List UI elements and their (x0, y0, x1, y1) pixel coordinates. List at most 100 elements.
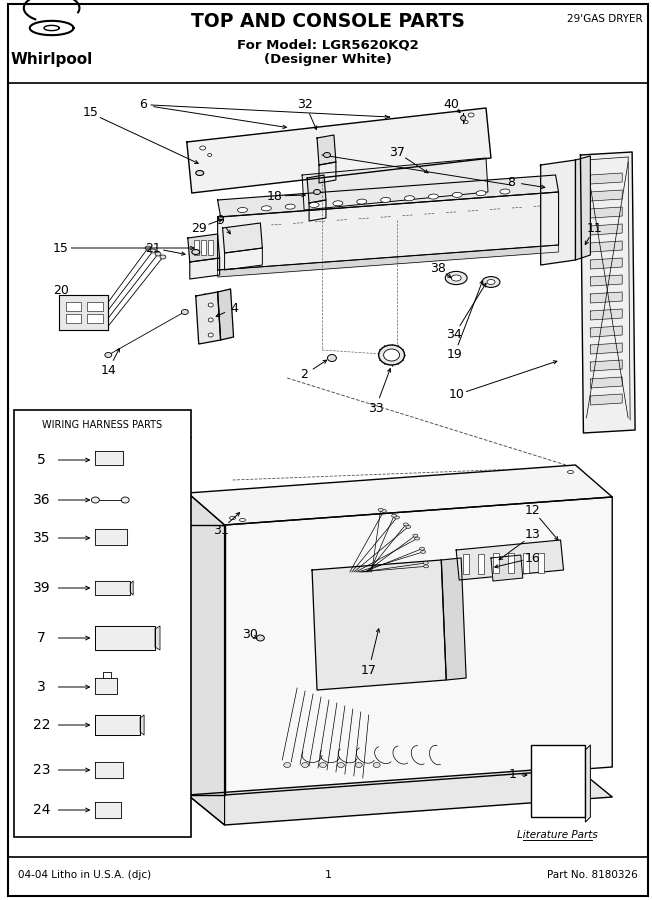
Text: 35: 35 (33, 531, 50, 545)
Polygon shape (590, 326, 622, 337)
Polygon shape (590, 377, 622, 388)
Polygon shape (590, 309, 622, 320)
Text: 23: 23 (33, 763, 50, 777)
Polygon shape (188, 767, 612, 825)
Ellipse shape (357, 199, 366, 204)
Ellipse shape (285, 204, 295, 209)
Text: 11: 11 (587, 221, 602, 235)
Ellipse shape (373, 762, 380, 768)
Polygon shape (140, 715, 144, 735)
Polygon shape (188, 493, 224, 825)
Text: 6: 6 (139, 98, 147, 112)
Text: 21: 21 (145, 241, 161, 255)
Ellipse shape (428, 194, 438, 199)
Text: 14: 14 (100, 364, 116, 376)
Ellipse shape (192, 249, 200, 255)
Text: 1: 1 (325, 870, 331, 880)
Text: 2: 2 (300, 368, 308, 382)
Text: 31: 31 (213, 524, 228, 536)
Text: 16: 16 (525, 552, 541, 564)
Ellipse shape (239, 518, 245, 521)
Polygon shape (590, 207, 622, 218)
Text: 04-04 Litho in U.S.A. (djc): 04-04 Litho in U.S.A. (djc) (18, 870, 151, 880)
Polygon shape (187, 108, 491, 193)
Polygon shape (441, 558, 466, 680)
Ellipse shape (121, 497, 129, 503)
Ellipse shape (424, 565, 428, 568)
Ellipse shape (383, 349, 400, 361)
Polygon shape (188, 525, 224, 795)
Bar (463, 554, 469, 574)
Ellipse shape (381, 509, 387, 512)
Ellipse shape (256, 635, 264, 641)
Text: 34: 34 (447, 328, 462, 341)
Text: 8: 8 (507, 176, 515, 188)
Ellipse shape (415, 537, 420, 540)
Polygon shape (590, 394, 622, 405)
Polygon shape (95, 581, 130, 595)
Polygon shape (224, 497, 612, 795)
Ellipse shape (482, 276, 500, 287)
Bar (87, 314, 103, 323)
Text: 19: 19 (447, 348, 462, 362)
Polygon shape (218, 289, 233, 340)
Ellipse shape (284, 762, 291, 768)
Polygon shape (580, 152, 635, 433)
Text: 10: 10 (448, 389, 464, 401)
Text: 24: 24 (33, 803, 50, 817)
Text: Part No. 8180326: Part No. 8180326 (547, 870, 638, 880)
Ellipse shape (150, 249, 156, 253)
Ellipse shape (337, 762, 344, 768)
Ellipse shape (196, 170, 203, 176)
Ellipse shape (309, 202, 319, 208)
Ellipse shape (567, 471, 574, 473)
Polygon shape (130, 581, 133, 595)
Ellipse shape (230, 517, 235, 519)
Ellipse shape (392, 514, 396, 518)
Text: 12: 12 (525, 503, 541, 517)
Ellipse shape (461, 115, 466, 121)
Polygon shape (590, 360, 622, 371)
Polygon shape (585, 745, 590, 822)
Polygon shape (95, 678, 117, 694)
Bar (208, 240, 213, 255)
Text: 5: 5 (37, 453, 46, 467)
Text: 36: 36 (33, 493, 50, 507)
Polygon shape (95, 802, 121, 818)
Polygon shape (218, 245, 559, 277)
Polygon shape (224, 248, 262, 270)
Ellipse shape (160, 255, 166, 259)
Polygon shape (456, 540, 563, 580)
Ellipse shape (378, 508, 383, 511)
Text: WIRING HARNESS PARTS: WIRING HARNESS PARTS (42, 420, 162, 430)
Text: 4: 4 (231, 302, 239, 314)
Text: For Model: LGR5620KQ2: For Model: LGR5620KQ2 (237, 38, 419, 51)
Ellipse shape (394, 516, 400, 519)
Text: Whirlpool: Whirlpool (10, 52, 93, 67)
Text: 20: 20 (53, 284, 68, 296)
Text: 38: 38 (430, 262, 446, 274)
Ellipse shape (208, 303, 213, 307)
Ellipse shape (421, 551, 426, 554)
Bar (493, 554, 499, 573)
Polygon shape (309, 200, 326, 221)
Polygon shape (491, 555, 523, 581)
Ellipse shape (476, 191, 486, 195)
Bar (531, 745, 585, 817)
Polygon shape (222, 223, 262, 253)
Text: 39: 39 (33, 581, 50, 595)
Polygon shape (302, 158, 488, 210)
Bar (508, 554, 514, 573)
Ellipse shape (451, 275, 461, 281)
Ellipse shape (500, 189, 510, 194)
Polygon shape (155, 626, 160, 650)
Polygon shape (190, 258, 220, 279)
Polygon shape (95, 626, 155, 650)
Polygon shape (590, 224, 622, 235)
Text: Literature Parts: Literature Parts (517, 830, 598, 840)
Ellipse shape (464, 121, 468, 123)
Ellipse shape (181, 310, 188, 314)
Text: 37: 37 (389, 146, 404, 158)
Text: 29'GAS DRYER: 29'GAS DRYER (567, 14, 643, 24)
Ellipse shape (452, 193, 462, 197)
